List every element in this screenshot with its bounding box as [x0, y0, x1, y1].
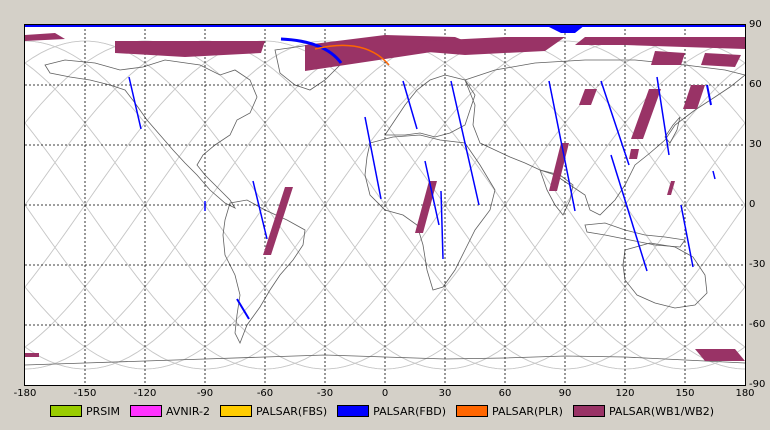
- coastline-antarctica: [25, 354, 745, 366]
- legend-item-palsar-fbs: PALSAR(FBS): [219, 404, 328, 418]
- wb-swath: [155, 43, 195, 53]
- legend-item-palsar-plr: PALSAR(PLR): [456, 405, 563, 418]
- legend-label-palsar-plr: PALSAR(PLR): [492, 404, 563, 418]
- legend-swatch-palsar-fbd: [337, 405, 370, 417]
- coastline-africa: [364, 134, 496, 291]
- fbd-swath: [402, 80, 418, 130]
- y-tick-label: -90: [749, 379, 766, 390]
- coastline-north-america: [44, 59, 258, 209]
- x-tick-label: -150: [73, 388, 97, 399]
- y-tick-label: 90: [749, 19, 762, 30]
- x-tick-label: -180: [13, 388, 37, 399]
- fbd-swath: [424, 160, 440, 226]
- fbd-swath: [600, 80, 630, 166]
- y-tick-label: 30: [749, 139, 762, 150]
- fbd-swath: [610, 154, 648, 272]
- fbd-swath: [364, 116, 382, 200]
- x-tick-label: 60: [498, 388, 512, 399]
- legend-swatch-palsar-wb: [572, 405, 605, 417]
- wb-swath: [631, 89, 661, 139]
- wb-swath: [579, 89, 597, 105]
- wb-swath: [683, 85, 705, 109]
- coastline-australia: [622, 242, 708, 309]
- legend-swatch-palsar-plr: [456, 405, 489, 417]
- wb-swath: [25, 33, 65, 41]
- coastline-asia: [464, 59, 745, 216]
- grid-lines: [25, 25, 745, 385]
- x-tick-label: 120: [615, 388, 635, 399]
- y-tick-label: -30: [749, 259, 766, 270]
- wb-swath: [263, 187, 293, 255]
- coastline-indonesia: [584, 222, 686, 248]
- x-tick-label: 180: [735, 388, 755, 399]
- legend-label-avnir2: AVNIR-2: [166, 404, 210, 418]
- wb-swath: [701, 53, 741, 67]
- x-tick-label: -90: [196, 388, 214, 399]
- x-tick-label: 0: [381, 388, 389, 399]
- fbd-swath: [128, 76, 142, 130]
- coastline-japan: [664, 116, 681, 144]
- fbd-swath: [548, 80, 576, 212]
- legend-label-palsar-fbd: PALSAR(FBD): [373, 404, 447, 418]
- wb-swath: [25, 353, 39, 357]
- plr-swath: [314, 44, 390, 66]
- legend-item-avnir2: AVNIR-2: [130, 405, 210, 418]
- coastline-south-america: [222, 199, 306, 344]
- map-canvas: [25, 25, 745, 385]
- legend-item-prsim: PRSIM: [50, 405, 120, 418]
- fbd-swath: [236, 298, 250, 320]
- legend-swatch-avnir2: [130, 405, 162, 417]
- x-tick-label: 90: [558, 388, 572, 399]
- legend-item-palsar-fbd: PALSAR(FBD): [337, 405, 446, 418]
- legend-item-palsar-wb: PALSAR(WB1/WB2): [572, 404, 715, 418]
- wb-swath: [629, 149, 639, 159]
- fbd-swath: [706, 84, 712, 106]
- wb-swath: [575, 37, 745, 49]
- fbd-swath: [450, 80, 480, 206]
- x-tick-label: -120: [133, 388, 157, 399]
- x-tick-label: -60: [256, 388, 274, 399]
- legend-label-palsar-fbs: PALSAR(FBS): [255, 404, 328, 418]
- legend: PRSIM AVNIR-2 PALSAR(FBS) PALSAR(FBD) PA…: [50, 403, 714, 419]
- fbd-swath: [440, 190, 444, 260]
- y-tick-label: -60: [749, 319, 766, 330]
- wb-swath: [695, 349, 745, 361]
- wb-swath: [667, 181, 675, 195]
- legend-label-palsar-wb: PALSAR(WB1/WB2): [608, 404, 715, 418]
- y-tick-label: 0: [749, 199, 756, 210]
- legend-label-prsim: PRSIM: [86, 404, 120, 418]
- y-tick-label: 60: [749, 79, 762, 90]
- x-tick-label: 150: [675, 388, 695, 399]
- fbd-swath: [656, 76, 670, 156]
- swaths: [25, 25, 745, 361]
- wb-swath: [415, 181, 437, 233]
- fbd-swath: [25, 25, 745, 27]
- fbd-swath: [680, 204, 694, 268]
- legend-swatch-prsim: [50, 405, 82, 417]
- fbd-swath: [252, 180, 268, 240]
- coastline-india: [539, 169, 574, 216]
- wb-swath: [651, 51, 685, 65]
- x-tick-label: 30: [438, 388, 452, 399]
- fbd-swath: [712, 170, 716, 180]
- fbd-swath: [280, 37, 343, 64]
- legend-swatch-palsar-fbs: [219, 405, 252, 417]
- x-tick-label: -30: [316, 388, 334, 399]
- world-map: -180 -150 -120 -90 -60 -30 0 30 60 90 120 150 180 90…: [14, 19, 766, 399]
- wb-swath: [415, 37, 565, 55]
